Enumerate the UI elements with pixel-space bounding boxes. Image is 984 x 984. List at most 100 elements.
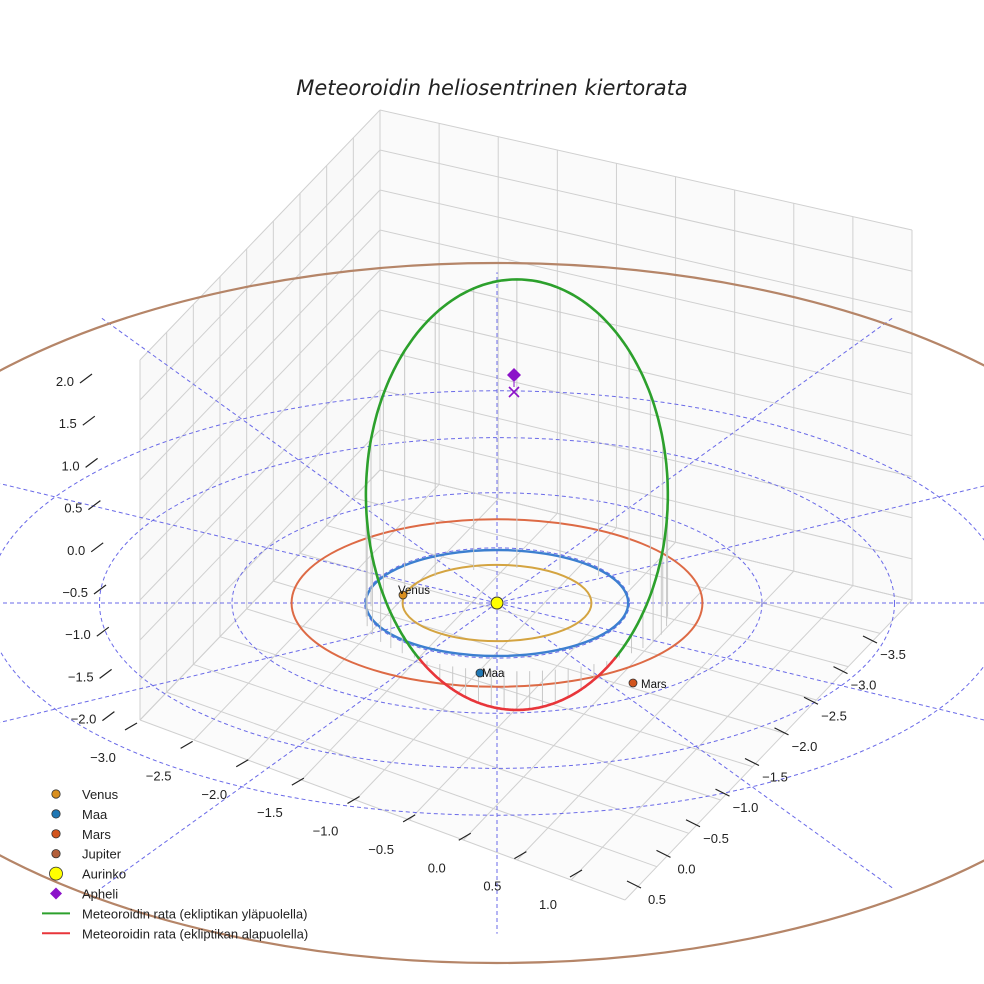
y-tick-label: −1.5 xyxy=(762,770,788,785)
ecliptic-spoke xyxy=(496,316,895,604)
legend-circle-marker xyxy=(51,789,61,799)
legend-item: Venus xyxy=(51,787,119,802)
axes-box xyxy=(139,109,913,901)
grid-line xyxy=(166,691,658,868)
y-tick-mark xyxy=(774,727,789,736)
grid-line xyxy=(139,309,381,561)
axis-ticks: 2.01.51.00.50.0−0.5−1.0−1.5−2.0−3.0−2.5−… xyxy=(56,373,906,912)
y-tick-label: −0.5 xyxy=(703,831,729,846)
z-tick-mark xyxy=(88,500,101,511)
x-tick-label: −1.0 xyxy=(313,824,339,839)
x-tick-mark xyxy=(180,740,193,749)
grid-line xyxy=(139,719,626,901)
z-tick-mark xyxy=(93,584,107,595)
ecliptic-ring xyxy=(364,547,630,659)
z-tick-mark xyxy=(96,626,110,637)
x-tick-label: −2.0 xyxy=(201,787,227,802)
ecliptic-spoke xyxy=(99,602,498,890)
legend-item: Jupiter xyxy=(51,847,122,862)
grid-line xyxy=(193,663,689,834)
x-tick-mark xyxy=(569,869,583,878)
y-tick-label: 0.0 xyxy=(677,861,695,876)
ecliptic-spoke xyxy=(496,602,895,890)
z-tick-mark xyxy=(79,373,93,384)
chart-title: Meteoroidin heliosentrinen kiertorata xyxy=(296,76,688,100)
venus-marker xyxy=(398,590,408,600)
x-tick-mark xyxy=(458,832,472,841)
grid-line xyxy=(379,189,913,313)
x-tick-label: 0.0 xyxy=(428,860,446,875)
legend: Venus Maa Mars Jupiter Aurinko Apheli Meteoroi… xyxy=(42,787,308,941)
grid-line xyxy=(299,552,817,701)
legend-label: Maa xyxy=(82,807,108,822)
y-tick-label: −3.0 xyxy=(851,678,877,693)
y-tick-mark xyxy=(803,696,819,705)
aphelion-marker xyxy=(507,368,521,382)
legend-label: Apheli xyxy=(82,887,118,902)
grid-line xyxy=(139,429,381,681)
grid-line xyxy=(516,570,795,861)
x-tick-label: −2.5 xyxy=(146,768,172,783)
grid-line xyxy=(219,636,721,801)
z-tick-mark xyxy=(85,457,98,468)
grid-line xyxy=(379,349,913,478)
sun-marker xyxy=(490,596,504,610)
y-tick-label: −2.0 xyxy=(792,739,818,754)
y-tick-label: −3.5 xyxy=(880,647,906,662)
legend-label: Aurinko xyxy=(82,867,126,882)
y-tick-label: −2.5 xyxy=(821,708,847,723)
legend-label: Jupiter xyxy=(82,847,122,862)
z-tick-label: −0.5 xyxy=(62,585,88,600)
legend-label: Meteoroidin rata (ekliptikan alapuolella… xyxy=(82,926,308,941)
venus-label: Venus xyxy=(398,585,430,597)
mars-marker xyxy=(628,678,638,688)
x-tick-mark xyxy=(402,814,416,823)
grid-line xyxy=(379,309,913,437)
grid-line xyxy=(246,608,753,768)
z-tick-label: 0.5 xyxy=(64,501,82,516)
y-tick-mark xyxy=(744,757,760,767)
grid-line xyxy=(139,469,381,721)
grid-line xyxy=(379,389,913,519)
z-tick-label: 2.0 xyxy=(56,374,74,389)
z-tick-mark xyxy=(90,542,104,553)
grid-line xyxy=(139,349,381,601)
y-tick-mark xyxy=(656,849,671,858)
y-tick-mark xyxy=(833,666,848,675)
body-markers: Venus Maa Mars xyxy=(398,368,667,691)
planet-orbits xyxy=(0,261,984,965)
x-tick-mark xyxy=(514,851,527,860)
legend-item: Maa xyxy=(51,807,108,822)
y-tick-mark xyxy=(626,880,642,889)
grid-line xyxy=(139,149,381,401)
grid-line xyxy=(139,189,381,441)
legend-item: Mars xyxy=(51,827,111,842)
legend-diamond-marker xyxy=(50,887,62,900)
z-tick-label: 1.0 xyxy=(62,458,80,473)
venus-orbit xyxy=(401,563,593,643)
back-wall-pane xyxy=(380,110,912,600)
legend-item: Meteoroidin rata (ekliptikan yläpuolella… xyxy=(42,906,307,921)
y-tick-mark xyxy=(715,788,730,797)
ecliptic-ring xyxy=(99,437,895,769)
x-tick-label: −0.5 xyxy=(368,842,394,857)
meteoroid-orbit-below xyxy=(418,656,617,712)
y-tick-label: −1.0 xyxy=(733,800,759,815)
mars-label: Mars xyxy=(641,679,667,691)
grid-line xyxy=(379,429,913,560)
x-tick-label: 0.5 xyxy=(483,879,501,894)
grid-line xyxy=(247,498,499,761)
grid-line xyxy=(139,389,381,641)
z-tick-mark xyxy=(82,415,96,426)
maa-label: Maa xyxy=(482,668,505,680)
legend-label: Meteoroidin rata (ekliptikan yläpuolella… xyxy=(82,906,307,921)
legend-label: Mars xyxy=(82,827,111,842)
box-gridlines xyxy=(139,109,913,901)
ecliptic-grid xyxy=(0,272,984,934)
grid-line xyxy=(139,269,381,521)
x-tick-mark xyxy=(124,722,138,731)
grid-line xyxy=(379,149,913,272)
grid-line xyxy=(301,512,558,781)
x-tick-mark xyxy=(347,795,360,805)
